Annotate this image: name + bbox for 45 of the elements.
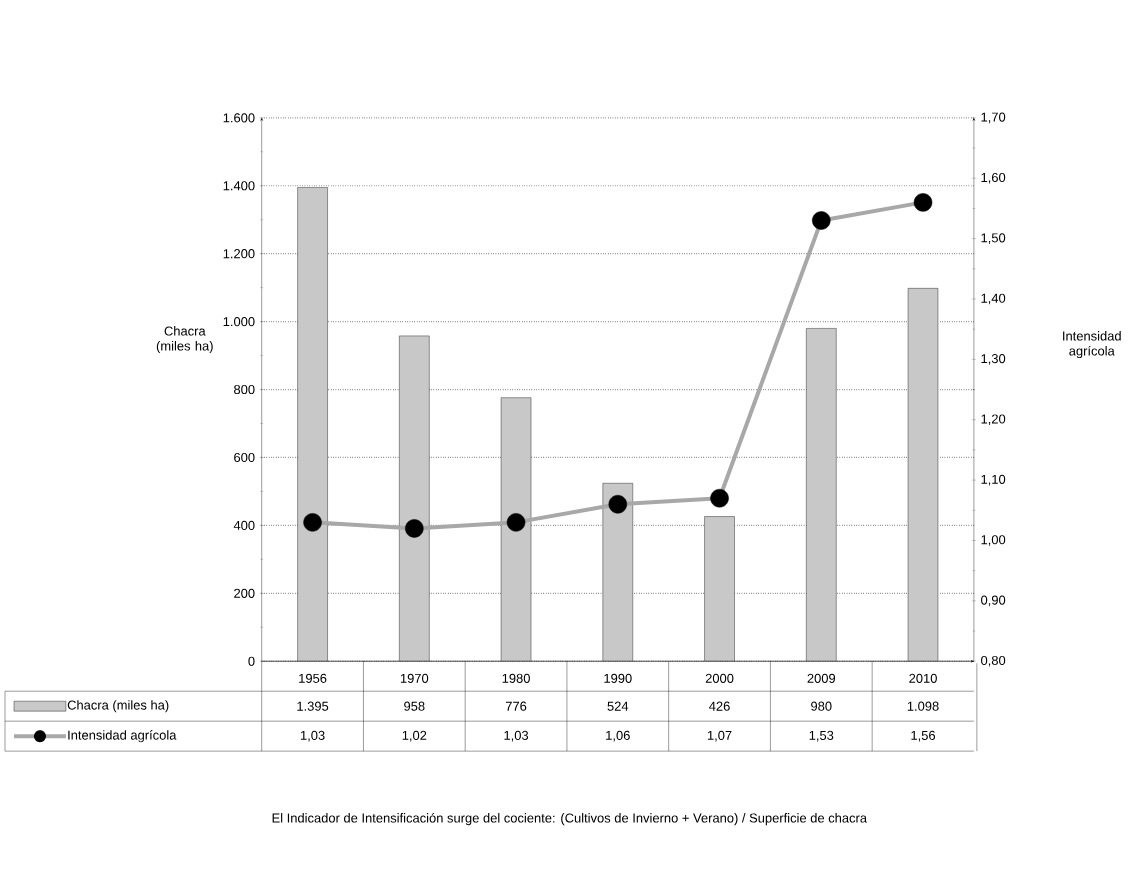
data-label: 958	[404, 701, 425, 711]
y-tick-label: 1.600	[223, 113, 255, 123]
y2-tick-label: 0,80	[981, 655, 1006, 667]
y-tick-label: 600	[234, 452, 255, 463]
x-tick-label: 2010	[909, 673, 937, 683]
y2-tick-label: 1,20	[981, 414, 1006, 426]
data-label: 1.098	[907, 701, 939, 711]
data-label: 524	[607, 701, 629, 711]
data-label: 1.395	[297, 701, 329, 711]
data-label: 1,53	[809, 730, 834, 742]
data-label: 1,03	[300, 730, 325, 742]
y2-tick-label: 1,70	[981, 112, 1006, 124]
y-axis-title: Chacra (miles ha)	[156, 326, 213, 354]
y-tick-label: 1.400	[223, 181, 255, 191]
x-tick-label: 1980	[502, 673, 530, 683]
y2-tick-label: 1,30	[981, 354, 1006, 365]
y2-tick-label: 1,00	[981, 535, 1006, 546]
y2-axis-title: Intensidad agrícola	[1063, 331, 1121, 359]
y-tick-label: 400	[233, 520, 255, 530]
y2-tick-label: 0,90	[981, 595, 1006, 607]
y-tick-label: 1.000	[223, 317, 255, 327]
y-tick-label: 0	[248, 656, 255, 666]
x-tick-label: 1956	[299, 673, 327, 683]
x-tick-label: 1990	[604, 673, 632, 683]
data-label: 776	[505, 701, 527, 711]
data-label: 1,03	[504, 730, 529, 742]
legend-label: Chacra (miles ha)	[67, 700, 169, 713]
x-tick-label: 2009	[807, 673, 836, 683]
x-tick-label: 2000	[705, 673, 734, 683]
y2-tick-label: 1,60	[981, 172, 1006, 184]
data-label: 426	[709, 701, 730, 711]
x-tick-label: 1970	[400, 673, 429, 683]
y-tick-label: 200	[234, 588, 255, 598]
y-tick-label: 1.200	[223, 249, 255, 259]
legend-label: Intensidad agrícola	[68, 730, 177, 743]
y2-tick-label: 1,10	[981, 474, 1006, 486]
data-label: 1,02	[402, 730, 427, 742]
data-label: 980	[811, 701, 832, 711]
data-label: 1,56	[911, 730, 936, 742]
data-label: 1,06	[606, 730, 630, 742]
y2-tick-label: 1,50	[981, 233, 1006, 244]
y2-tick-label: 1,40	[981, 293, 1006, 305]
text: El Indicador de Intensificación surge del cociente: (Cultivos de Invierno + Verano) / Superficie de chacra	[272, 812, 868, 826]
y-tick-label: 800	[234, 384, 255, 395]
data-label: 1,07	[707, 730, 732, 742]
